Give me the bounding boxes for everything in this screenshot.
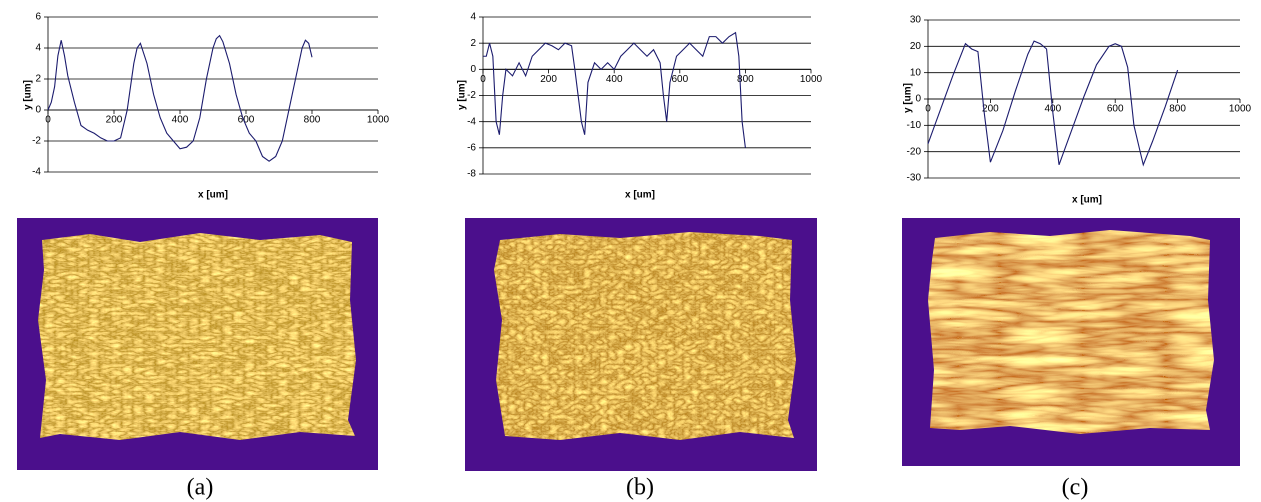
x-axis-title: x [um] <box>1072 195 1102 206</box>
y-tick-label: 2 <box>35 74 41 85</box>
x-tick-label: 200 <box>540 74 557 85</box>
surface <box>494 232 796 440</box>
y-tick-label: 4 <box>470 12 476 23</box>
y-tick-label: -20 <box>907 146 922 157</box>
y-tick-label: -6 <box>467 142 476 153</box>
data-line <box>927 40 1179 167</box>
x-tick-label: 800 <box>1169 104 1186 115</box>
caption: (a) <box>187 475 214 501</box>
y-tick-label: -2 <box>32 136 41 147</box>
data-line <box>483 31 746 148</box>
x-tick-label: 600 <box>1107 104 1124 115</box>
x-tick-label: 0 <box>45 115 51 126</box>
y-tick-label: 30 <box>910 15 922 26</box>
x-tick-label: 1000 <box>1229 104 1252 115</box>
chart: -4 -2 0 2 4 6 0 200 400 600 800 1000 y [um] x [um] <box>23 12 390 201</box>
surface-image <box>465 218 817 471</box>
y-tick-label: 0 <box>35 105 41 116</box>
y-tick-label: 0 <box>470 64 476 75</box>
x-tick-label: 800 <box>304 115 321 126</box>
x-tick-label: 0 <box>925 104 931 115</box>
x-tick-label: 200 <box>106 115 123 126</box>
y-tick-label: 2 <box>470 38 476 49</box>
x-tick-label: 200 <box>982 104 999 115</box>
surface-image <box>902 218 1240 466</box>
surface <box>38 233 356 440</box>
x-tick-label: 600 <box>238 115 255 126</box>
surface <box>928 230 1214 434</box>
x-axis-title: x [um] <box>625 190 655 201</box>
y-tick-label: 20 <box>910 41 922 52</box>
y-axis-title: y [um] <box>457 80 468 110</box>
y-axis-title: y [um] <box>903 83 914 113</box>
x-tick-label: 400 <box>606 74 623 85</box>
y-tick-label: -30 <box>907 173 922 184</box>
y-axis-title: y [um] <box>23 80 34 110</box>
y-tick-label: 0 <box>915 94 921 105</box>
data-line <box>47 34 313 162</box>
y-tick-label: -4 <box>467 116 476 127</box>
caption: (b) <box>626 475 654 501</box>
y-tick-label: -8 <box>467 169 476 180</box>
x-tick-label: 1000 <box>367 115 390 126</box>
y-tick-label: -10 <box>907 120 922 131</box>
y-tick-label: 6 <box>35 12 41 23</box>
chart: -8 -6 -4 -2 0 2 4 0 200 400 600 800 1000 y [um] x [um] <box>457 12 823 201</box>
x-axis-title: x [um] <box>198 190 228 201</box>
x-tick-label: 800 <box>737 74 754 85</box>
y-tick-label: -4 <box>32 167 41 178</box>
caption: (c) <box>1062 475 1089 501</box>
x-tick-label: 0 <box>480 74 486 85</box>
y-tick-label: 4 <box>35 43 41 54</box>
y-tick-label: 10 <box>910 67 922 78</box>
x-tick-label: 1000 <box>800 74 823 85</box>
x-tick-label: 600 <box>671 74 688 85</box>
x-tick-label: 400 <box>172 115 189 126</box>
surface-image <box>17 218 378 470</box>
y-tick-label: -2 <box>467 90 476 101</box>
